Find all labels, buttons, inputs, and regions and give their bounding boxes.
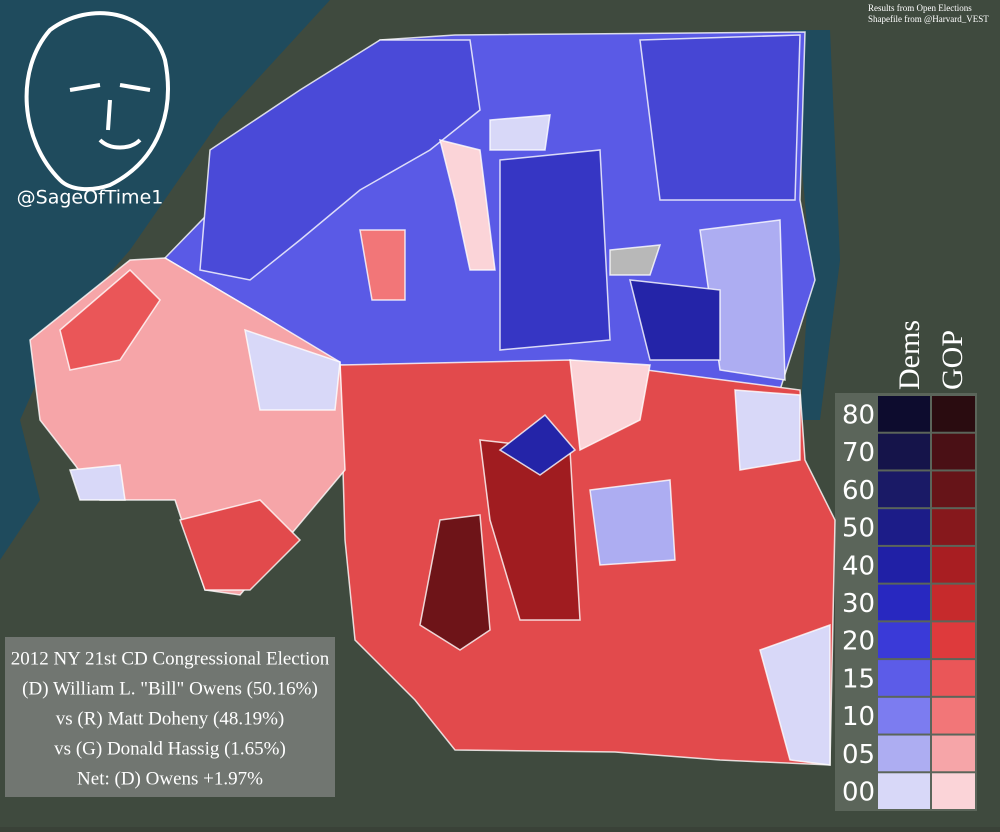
gop-swatch — [932, 433, 975, 470]
south-region — [339, 359, 836, 766]
area — [734, 389, 801, 471]
dem-swatch — [878, 396, 930, 432]
area — [179, 499, 302, 591]
area — [499, 149, 611, 351]
dem-swatch — [878, 697, 930, 734]
area — [639, 34, 801, 201]
gop-swatch — [932, 735, 975, 772]
area — [59, 268, 161, 371]
info-line: (D) William L. "Bill" Owens (50.16%) — [22, 678, 318, 699]
info-line: 2012 NY 21st CD Congressional Election — [11, 648, 330, 669]
info-box — [5, 637, 335, 797]
info-line: vs (R) Matt Doheny (48.19%) — [56, 708, 285, 729]
area — [629, 279, 721, 361]
legend-label: 80 — [842, 400, 875, 430]
dem-swatch — [878, 471, 930, 508]
area — [489, 114, 551, 151]
legend-label: 70 — [842, 438, 875, 468]
legend-header: Dems — [893, 320, 926, 390]
area — [759, 623, 831, 766]
legend-label: 10 — [842, 702, 875, 732]
gop-swatch — [932, 773, 975, 809]
gop-swatch — [932, 509, 975, 545]
legend-label: 05 — [842, 740, 875, 770]
legend-header: GOP — [936, 330, 969, 390]
info-line: vs (G) Donald Hassig (1.65%) — [54, 738, 286, 759]
credit: Results from Open Elections — [868, 3, 972, 13]
legend-label: 30 — [842, 589, 875, 619]
gop-swatch — [932, 584, 975, 621]
area — [359, 229, 406, 301]
legend-label: 00 — [842, 778, 875, 808]
gop-swatch — [932, 697, 975, 734]
legend-label: 15 — [842, 664, 875, 694]
area — [498, 413, 577, 476]
dem-swatch — [878, 622, 930, 659]
area — [419, 514, 491, 651]
area — [589, 479, 676, 566]
area — [438, 138, 496, 271]
area — [609, 244, 662, 276]
dem-swatch — [878, 735, 930, 772]
gop-swatch — [932, 471, 975, 508]
dem-swatch — [878, 546, 930, 583]
area — [569, 359, 651, 452]
area — [199, 39, 481, 281]
logo — [24, 11, 170, 192]
dem-swatch — [878, 584, 930, 621]
area — [68, 464, 126, 501]
area — [244, 328, 341, 411]
gop-swatch — [932, 660, 975, 696]
gop-swatch — [932, 396, 975, 432]
gop-swatch — [932, 546, 975, 583]
dem-swatch — [878, 773, 930, 809]
handle: @SageOfTime1 — [17, 187, 164, 209]
gop-swatch — [932, 622, 975, 659]
dem-swatch — [878, 509, 930, 545]
legend-label: 50 — [842, 514, 875, 544]
credit: Shapefile from @Harvard_VEST — [868, 14, 989, 24]
info-line: Net: (D) Owens +1.97% — [77, 768, 263, 789]
legend-label: 60 — [842, 476, 875, 506]
legend-label: 20 — [842, 627, 875, 657]
lake — [0, 0, 330, 560]
legend-label: 40 — [842, 551, 875, 581]
dem-swatch — [878, 660, 930, 696]
dem-swatch — [878, 433, 930, 470]
